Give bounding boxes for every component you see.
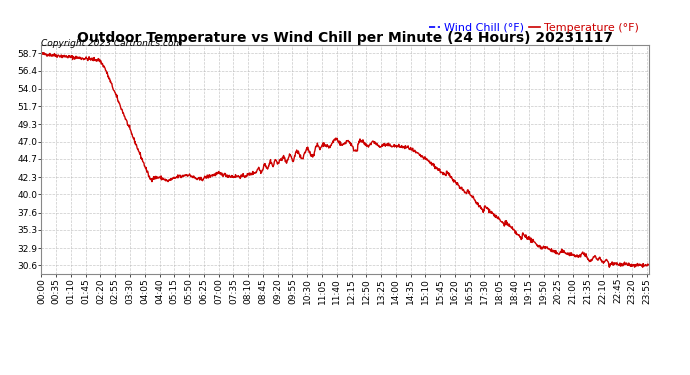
Legend: Wind Chill (°F), Temperature (°F): Wind Chill (°F), Temperature (°F) [425,18,643,38]
Text: Copyright 2023 Cartronics.com: Copyright 2023 Cartronics.com [41,39,183,48]
Title: Outdoor Temperature vs Wind Chill per Minute (24 Hours) 20231117: Outdoor Temperature vs Wind Chill per Mi… [77,31,613,45]
